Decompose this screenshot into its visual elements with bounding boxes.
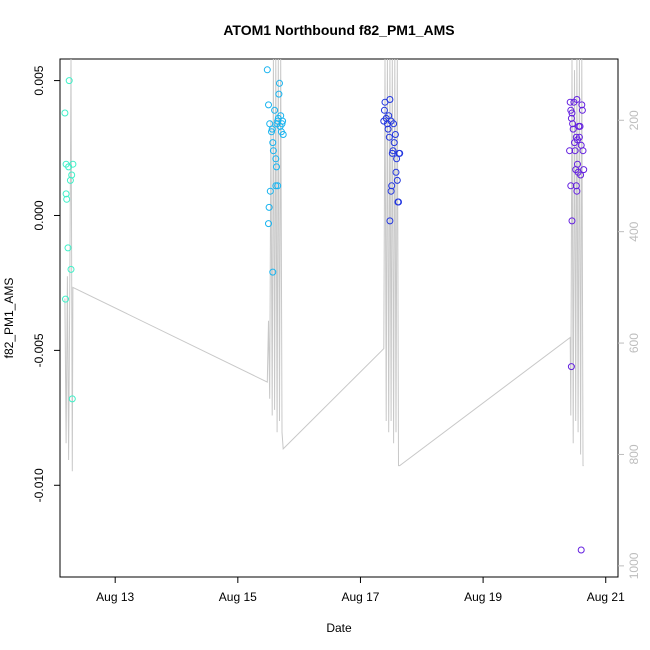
y2-tick-label: 600	[627, 333, 641, 353]
x-tick-label: Aug 13	[96, 590, 134, 604]
data-point	[68, 395, 76, 403]
secondary-line-layer	[64, 58, 584, 472]
data-point	[62, 295, 69, 303]
data-point	[390, 120, 398, 128]
x-tick-label: Aug 19	[464, 590, 502, 604]
y-tick-label: -0.005	[32, 333, 46, 367]
x-tick-label: Aug 15	[219, 590, 257, 604]
data-point	[579, 147, 587, 155]
data-point	[577, 171, 585, 179]
data-point	[577, 546, 585, 554]
data-point	[567, 363, 575, 371]
y2-tick-label: 400	[627, 221, 641, 241]
data-point	[269, 268, 277, 276]
data-point	[279, 131, 287, 138]
data-point	[274, 182, 282, 190]
data-point	[574, 160, 581, 168]
series-group-3	[380, 96, 404, 225]
data-point	[278, 120, 286, 128]
data-point	[386, 96, 394, 103]
axes-layer: Aug 13 Aug 15 Aug 17 Aug 19 Aug 21 0.005 0.000…	[32, 65, 641, 604]
x-tick-label: Aug 17	[341, 590, 379, 604]
y-tick-label: 0.000	[32, 200, 46, 230]
data-point	[576, 122, 584, 130]
data-point	[569, 120, 577, 128]
x-tick-label: Aug 21	[587, 590, 625, 604]
data-point	[380, 106, 388, 114]
plot-frame	[59, 58, 619, 578]
y-tick-label: -0.010	[32, 468, 46, 502]
data-point	[271, 106, 279, 114]
y-tick-label: 0.005	[32, 65, 46, 95]
data-point	[62, 190, 70, 198]
data-point	[391, 131, 399, 138]
data-point	[395, 198, 402, 206]
data-point	[393, 176, 401, 184]
data-point	[64, 244, 72, 252]
data-point	[67, 265, 75, 273]
data-point	[272, 182, 280, 190]
data-point	[61, 109, 69, 117]
data-point	[68, 171, 76, 179]
y2-tick-label: 1000	[627, 552, 641, 579]
chart-title: ATOM1 Northbound f82_PM1_AMS	[223, 22, 454, 38]
data-point	[265, 101, 272, 109]
x-axis-label: Date	[326, 621, 352, 635]
data-point	[265, 203, 273, 211]
data-point	[580, 166, 588, 174]
data-points-layer	[61, 66, 588, 554]
data-point	[69, 160, 77, 168]
data-point	[273, 163, 280, 171]
data-point	[386, 217, 394, 225]
data-point	[265, 220, 272, 228]
data-point	[269, 147, 277, 155]
data-point	[268, 125, 276, 133]
data-point	[569, 125, 577, 133]
y2-tick-label: 800	[627, 444, 641, 464]
data-point	[572, 182, 580, 190]
data-point	[574, 136, 581, 144]
data-point	[276, 79, 283, 87]
data-point	[390, 139, 398, 147]
data-point	[389, 147, 397, 155]
data-point	[279, 117, 287, 125]
data-point	[385, 133, 393, 141]
data-point	[573, 96, 581, 103]
data-point	[272, 155, 280, 163]
data-point	[568, 109, 576, 117]
y-axis-label: f82_PM1_AMS	[2, 278, 16, 359]
data-point	[387, 187, 395, 195]
data-point	[568, 217, 576, 225]
data-point	[396, 149, 404, 157]
data-point	[578, 106, 586, 114]
series-group-4	[566, 96, 588, 554]
data-point	[65, 77, 73, 85]
data-point	[573, 187, 581, 195]
data-point	[566, 147, 574, 155]
data-point	[384, 125, 392, 133]
secondary-series-line	[64, 58, 584, 472]
series-group-2	[263, 66, 287, 276]
data-point	[388, 182, 396, 190]
data-point	[578, 101, 586, 109]
y2-tick-label: 200	[627, 110, 641, 130]
data-point	[268, 128, 275, 136]
data-point	[275, 90, 283, 98]
data-point	[263, 66, 271, 74]
data-point	[63, 195, 71, 203]
data-point	[392, 168, 400, 176]
data-point	[266, 187, 274, 195]
data-point	[566, 98, 574, 106]
data-point	[388, 149, 396, 157]
data-point	[269, 139, 277, 147]
series-group-1	[61, 77, 77, 403]
